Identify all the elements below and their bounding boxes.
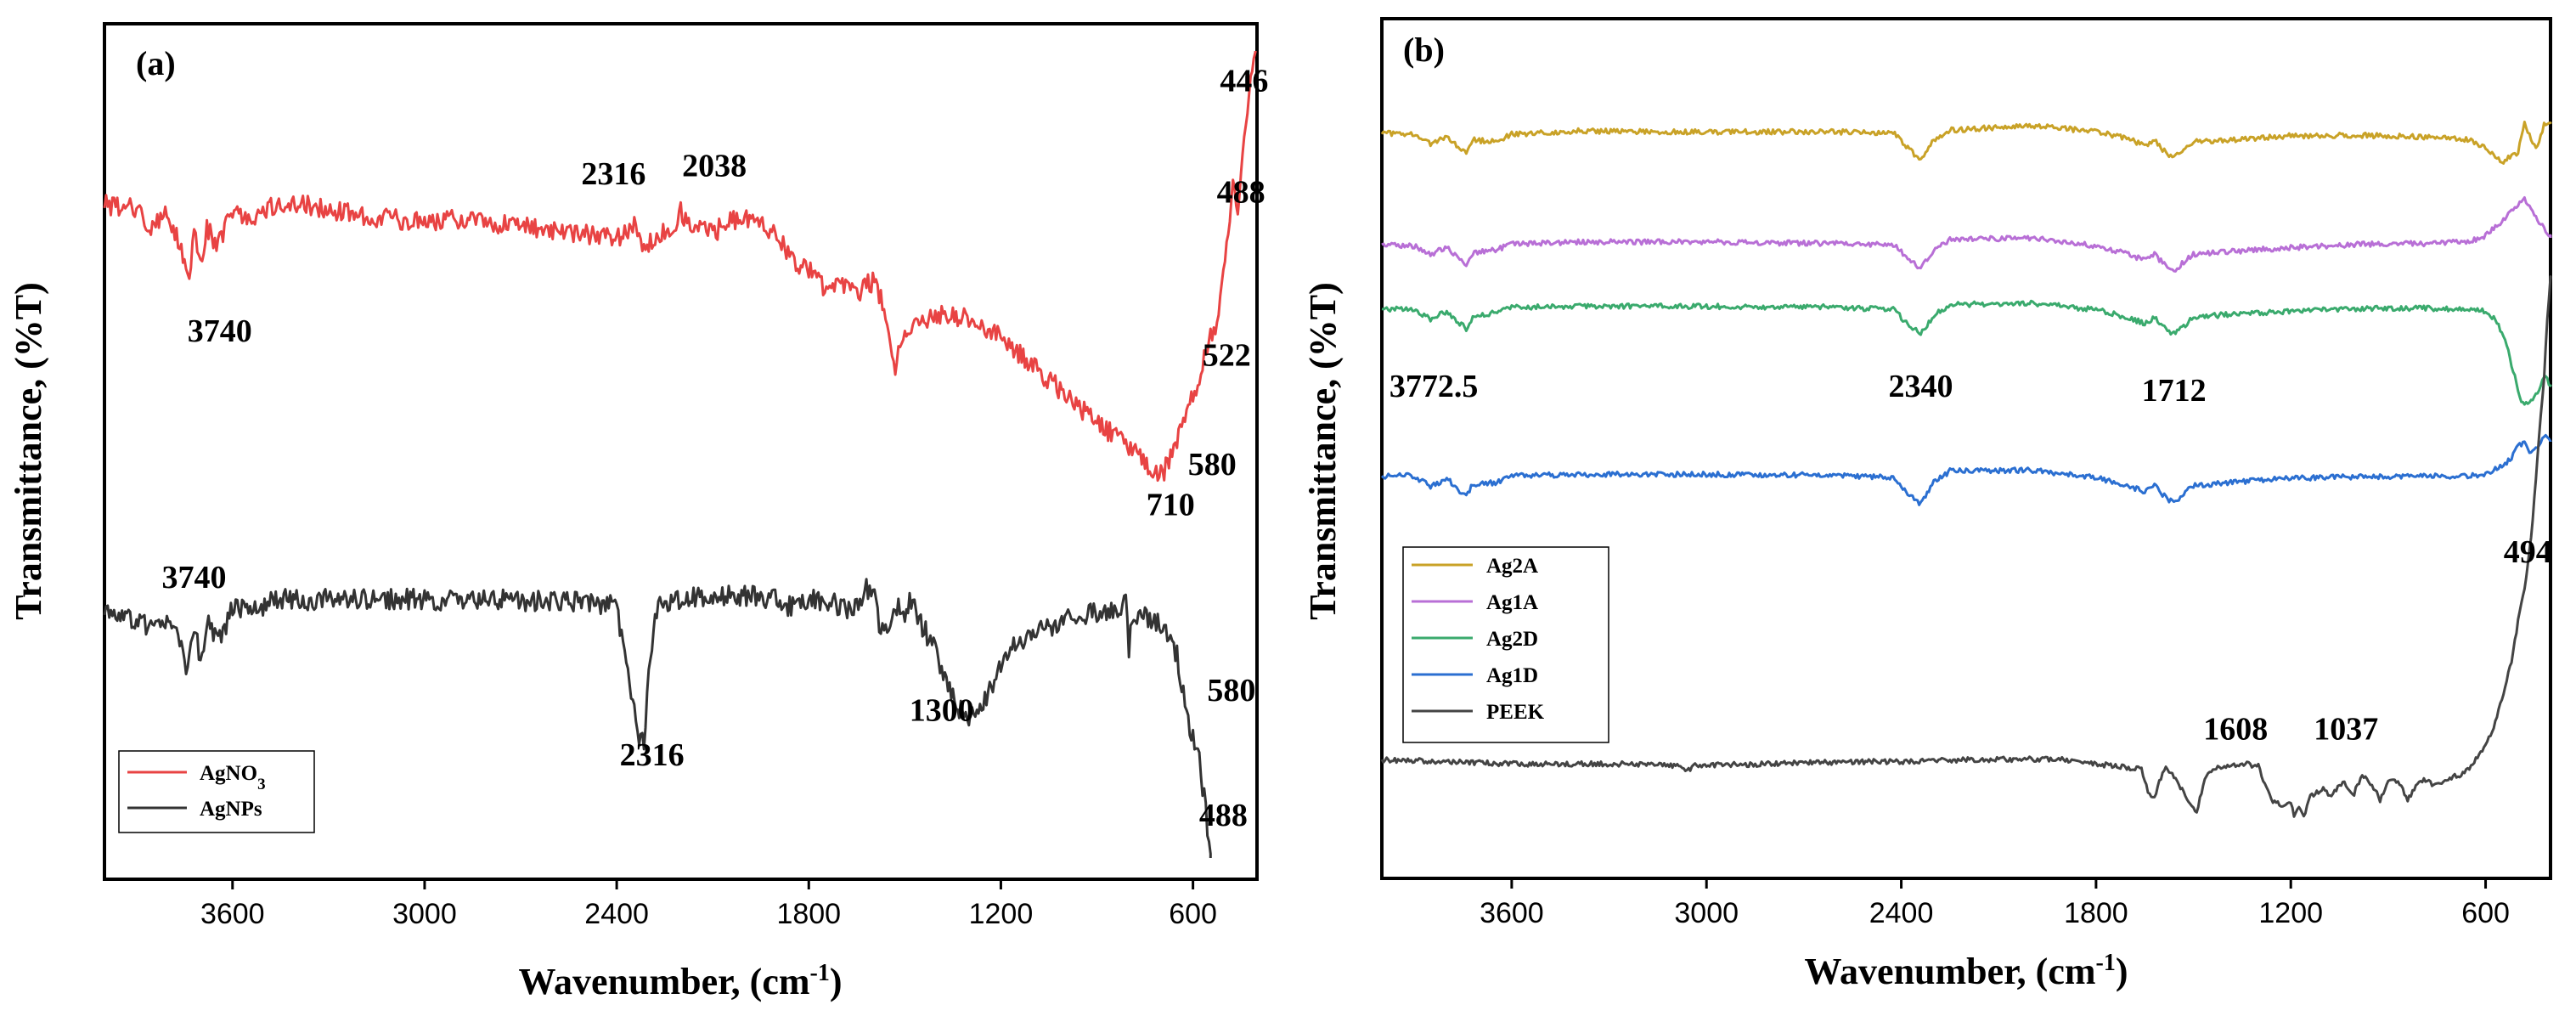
peak-annotation-1712: 1712 bbox=[2142, 373, 2207, 409]
x-tick-label-1800: 1800 bbox=[2064, 897, 2128, 929]
series-line-ag1a bbox=[1381, 196, 2552, 273]
panel-a-y-axis-title: Transmittance, (%T) bbox=[8, 282, 49, 620]
panel-a-frame bbox=[103, 22, 1259, 881]
peak-annotation-1608: 1608 bbox=[2203, 711, 2268, 747]
series-line-ag1d bbox=[1380, 433, 2552, 506]
panel-b-x-ticks: 3600 3000 2400 1800 1200 600 bbox=[1480, 878, 2510, 929]
x-tick-label-2400: 2400 bbox=[1869, 897, 1934, 929]
x-tick-label-1200: 1200 bbox=[969, 898, 1034, 930]
x-tick-label-3000: 3000 bbox=[1674, 897, 1739, 929]
panel-b-annotations: 3772.5 2340 1712 494 1608 1037 bbox=[1389, 369, 2552, 747]
peak-annotation-580: 580 bbox=[1188, 447, 1237, 483]
panel-b-legend: Ag2A Ag1A Ag2D Ag1D PEEK bbox=[1402, 546, 1609, 743]
legend-label-ag1d: Ag1D bbox=[1486, 664, 1538, 687]
panel-b-y-axis-title: Transmittance, (%T) bbox=[1302, 282, 1344, 620]
x-tick-label-3600: 3600 bbox=[1480, 897, 1544, 929]
series-line-ag2a bbox=[1380, 121, 2552, 165]
x-tick-label-600: 600 bbox=[1169, 898, 1217, 930]
panel-b-label: (b) bbox=[1403, 31, 1445, 69]
panel-b: (b) 3600 3000 2400 1800 1200 600 3772.5 2340 17… bbox=[1302, 17, 2552, 992]
peak-annotation-2316: 2316 bbox=[620, 737, 685, 773]
series-line-agnps bbox=[103, 578, 1212, 858]
legend-label-agnps: AgNPs bbox=[200, 798, 262, 821]
panel-a-series bbox=[103, 50, 1257, 858]
panel-a-x-axis-title: Wavenumber, (cm-1) bbox=[518, 960, 842, 1002]
x-tick-label-1200: 1200 bbox=[2258, 897, 2323, 929]
series-line-ag2d bbox=[1381, 299, 2552, 406]
panel-a-x-ticks: 3600 3000 2400 1800 1200 600 bbox=[200, 879, 1217, 930]
peak-annotation-522: 522 bbox=[1203, 338, 1251, 374]
series-line-peek bbox=[1380, 275, 2552, 818]
panel-a-annotations: 446 2316 2038 488 3740 522 580 710 3740 580 1300 23… bbox=[162, 64, 1269, 834]
peak-annotation-580: 580 bbox=[1207, 673, 1255, 708]
legend-label-agno3: AgNO3 bbox=[200, 762, 266, 793]
x-tick-label-600: 600 bbox=[2461, 897, 2510, 929]
peak-annotation-2316: 2316 bbox=[581, 156, 645, 192]
panel-a-legend-box bbox=[118, 750, 315, 833]
legend-label-peek: PEEK bbox=[1486, 701, 1545, 724]
legend-label-ag2d: Ag2D bbox=[1486, 628, 1538, 651]
panel-b-frame bbox=[1380, 17, 2552, 880]
legend-label-ag1a: Ag1A bbox=[1486, 591, 1538, 614]
series-line-agno3 bbox=[103, 50, 1257, 483]
peak-annotation-494: 494 bbox=[2504, 534, 2552, 570]
peak-annotation-2038: 2038 bbox=[682, 148, 747, 183]
peak-annotation-3740: 3740 bbox=[188, 313, 252, 349]
x-tick-label-3600: 3600 bbox=[200, 898, 265, 930]
legend-label-ag2a: Ag2A bbox=[1486, 555, 1538, 578]
x-tick-label-2400: 2400 bbox=[584, 898, 649, 930]
peak-annotation-1037: 1037 bbox=[2314, 711, 2378, 747]
panel-a-legend: AgNO3 AgNPs bbox=[118, 750, 315, 833]
peak-annotation-3772-5: 3772.5 bbox=[1389, 369, 1479, 404]
peak-annotation-3740: 3740 bbox=[162, 560, 227, 595]
peak-annotation-710: 710 bbox=[1147, 487, 1195, 522]
peak-annotation-488: 488 bbox=[1199, 798, 1248, 833]
peak-annotation-488: 488 bbox=[1217, 175, 1265, 211]
panel-b-x-axis-title: Wavenumber, (cm-1) bbox=[1804, 950, 2128, 992]
peak-annotation-446: 446 bbox=[1220, 64, 1268, 99]
panel-a-label: (a) bbox=[136, 44, 176, 82]
x-tick-label-1800: 1800 bbox=[776, 898, 841, 930]
x-tick-label-3000: 3000 bbox=[392, 898, 457, 930]
panel-b-series bbox=[1380, 121, 2552, 818]
peak-annotation-1300: 1300 bbox=[910, 693, 974, 729]
peak-annotation-2340: 2340 bbox=[1888, 369, 1953, 404]
